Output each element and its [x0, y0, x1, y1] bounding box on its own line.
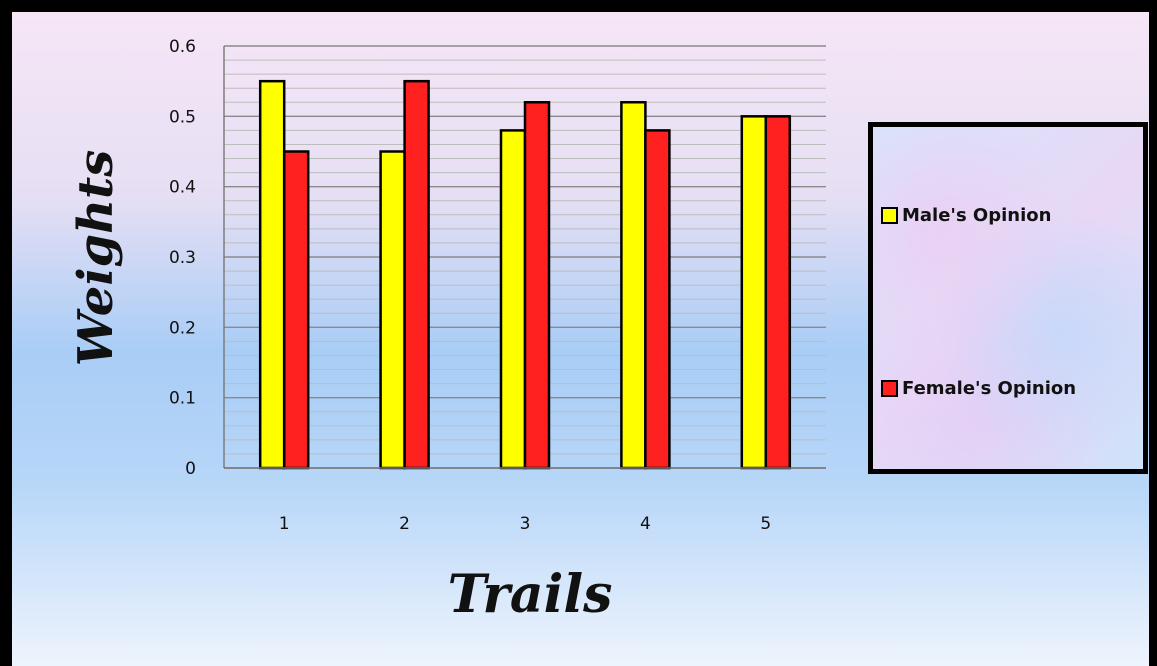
x-tick-label: 3 — [520, 514, 531, 534]
legend-item-female: Female's Opinion — [881, 378, 1076, 399]
bar-female-1 — [282, 150, 310, 470]
bar-female-4 — [644, 129, 671, 470]
y-tick-label: 0.3 — [169, 248, 196, 268]
legend-swatch-female — [881, 380, 898, 397]
x-tick-label: 4 — [640, 514, 651, 534]
y-tick-label: 0.5 — [169, 107, 196, 127]
bars — [258, 79, 792, 470]
bar-male-5 — [740, 115, 768, 470]
y-tick-label: 0.4 — [169, 178, 196, 198]
bar-female-3 — [523, 101, 551, 470]
bar-female-2 — [403, 79, 430, 470]
x-axis-title: Trails — [448, 564, 613, 625]
y-tick-label: 0.2 — [169, 318, 196, 338]
bar-male-2 — [379, 150, 406, 470]
x-tick-label: 2 — [399, 514, 410, 534]
legend-swatch-male — [881, 207, 898, 224]
legend-label-female: Female's Opinion — [902, 378, 1077, 399]
legend: Male's Opinion Female's Opinion — [868, 122, 1148, 474]
y-tick-labels: 0 0.1 0.2 0.3 0.4 0.5 0.6 — [169, 37, 196, 479]
legend-label-male: Male's Opinion — [902, 205, 1052, 226]
legend-item-male: Male's Opinion — [881, 205, 1051, 226]
bar-male-1 — [258, 79, 286, 470]
y-axis-title: Weights — [68, 150, 124, 366]
axes — [223, 46, 826, 469]
y-tick-label: 0.6 — [169, 37, 196, 57]
x-tick-labels: 1 2 3 4 5 — [279, 514, 771, 534]
y-tick-label: 0 — [185, 459, 196, 479]
bar-male-4 — [620, 101, 647, 470]
x-tick-label: 5 — [760, 514, 771, 534]
x-tick-label: 1 — [279, 514, 290, 534]
y-tick-label: 0.1 — [169, 389, 196, 409]
bar-female-5 — [764, 115, 792, 470]
bar-male-3 — [499, 129, 527, 470]
